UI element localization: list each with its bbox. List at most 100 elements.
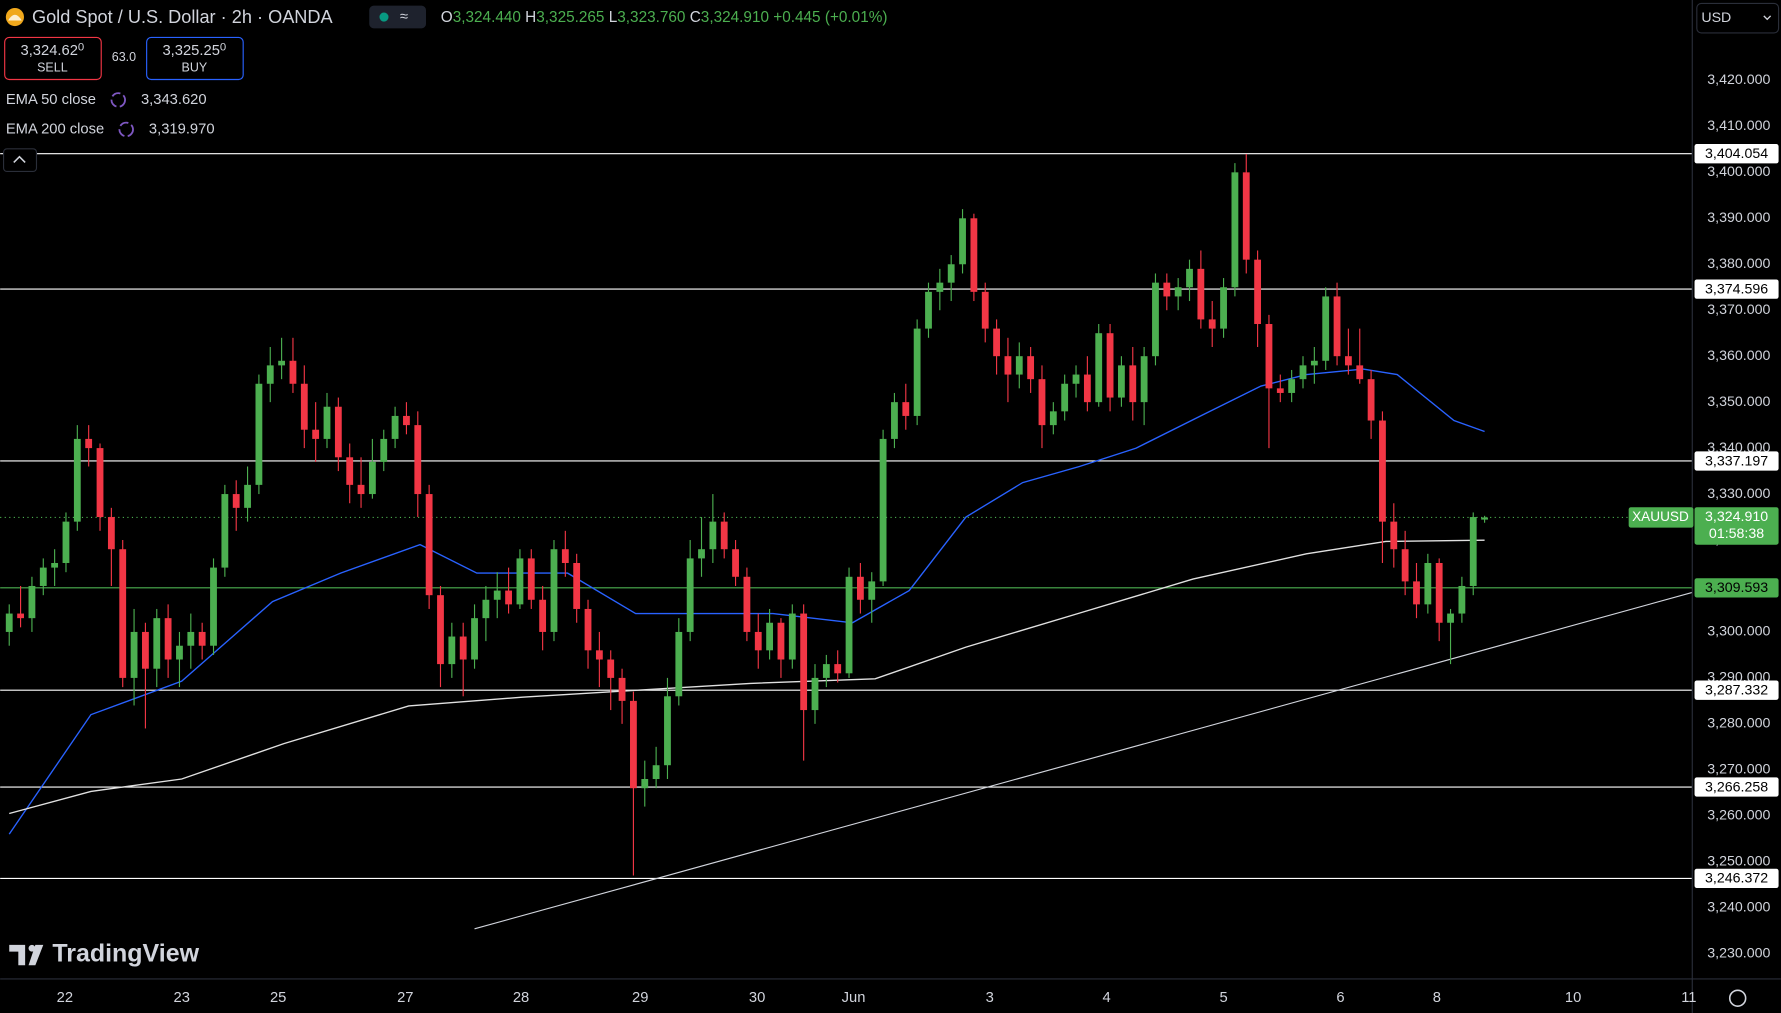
candle-body bbox=[550, 549, 558, 632]
quote-value: 3,324.910 bbox=[701, 9, 769, 26]
ema-legend-icon[interactable] bbox=[118, 121, 134, 138]
chart-title: Gold Spot / U.S. Dollar · 2h · OANDA bbox=[32, 7, 334, 27]
candle-body bbox=[845, 576, 853, 674]
y-tick-label: 3,330.000 bbox=[1707, 486, 1770, 502]
candle-body bbox=[368, 461, 376, 495]
candle-body bbox=[130, 631, 138, 678]
candle-body bbox=[959, 218, 966, 265]
sell-price-digit: 0 bbox=[78, 42, 84, 54]
candle-body bbox=[1072, 374, 1080, 384]
market-open-dot bbox=[379, 12, 389, 22]
candle-body bbox=[96, 448, 104, 518]
candle-body bbox=[879, 438, 887, 582]
level-label: 3,309.593 bbox=[1705, 580, 1768, 596]
y-tick-label: 3,260.000 bbox=[1707, 808, 1770, 824]
y-tick-label: 3,370.000 bbox=[1707, 302, 1770, 318]
y-tick-label: 3,250.000 bbox=[1707, 853, 1770, 869]
level-label-box bbox=[1694, 777, 1779, 797]
y-tick-label: 3,270.000 bbox=[1707, 762, 1770, 778]
candle-body bbox=[391, 415, 399, 439]
sell-price: 3,324.620 bbox=[21, 42, 85, 59]
buy-price-main: 3,325.25 bbox=[162, 43, 219, 59]
candle-body bbox=[1447, 613, 1454, 623]
ema-legend-name[interactable]: EMA 200 close bbox=[6, 121, 104, 137]
candle-body bbox=[902, 402, 910, 416]
ema-line bbox=[9, 539, 1485, 815]
candle-body bbox=[448, 636, 456, 665]
candle-body bbox=[720, 521, 728, 550]
y-tick-label: 3,380.000 bbox=[1707, 256, 1770, 272]
candle-body bbox=[437, 595, 444, 665]
quote-key: O bbox=[441, 9, 453, 26]
candle-body bbox=[811, 677, 819, 711]
candle-body bbox=[891, 402, 898, 439]
ema-line bbox=[8, 368, 1485, 835]
level-label-box bbox=[1694, 680, 1779, 700]
level-label: 3,246.372 bbox=[1705, 871, 1768, 887]
x-tick-label: 23 bbox=[174, 990, 190, 1006]
candle-body bbox=[868, 581, 876, 600]
x-tick-label: 27 bbox=[397, 990, 413, 1006]
currency-chevron bbox=[1763, 15, 1772, 21]
candle-body bbox=[925, 291, 932, 329]
candle-body bbox=[856, 576, 864, 600]
candle-body bbox=[1106, 333, 1114, 398]
level-label: 3,337.197 bbox=[1705, 453, 1768, 469]
sell-label: SELL bbox=[37, 60, 68, 74]
candle-body bbox=[1015, 356, 1023, 375]
candle-body bbox=[1390, 521, 1398, 550]
ema-legend-name[interactable]: EMA 50 close bbox=[6, 92, 96, 108]
candle-body bbox=[1231, 172, 1239, 288]
quote-key: H bbox=[525, 9, 536, 26]
ema-legend-value: 3,343.620 bbox=[141, 92, 207, 108]
spread: 63.0 bbox=[112, 50, 136, 64]
x-tick-label: 3 bbox=[986, 990, 994, 1006]
candle-body bbox=[414, 425, 422, 495]
candle-body bbox=[425, 494, 433, 596]
candle-body bbox=[1310, 360, 1318, 366]
candle-body bbox=[28, 585, 36, 619]
x-tick-label: Jun bbox=[842, 990, 866, 1006]
symbol-logo-mark bbox=[8, 14, 22, 21]
ema-legend-icon[interactable] bbox=[110, 92, 126, 108]
candle-body bbox=[675, 631, 683, 697]
y-tick-label: 3,410.000 bbox=[1707, 118, 1770, 134]
buy-button[interactable] bbox=[146, 36, 244, 81]
candle-body bbox=[232, 494, 240, 508]
candle-body bbox=[1265, 324, 1273, 389]
y-tick-label: 3,420.000 bbox=[1707, 72, 1770, 88]
currency-label: USD bbox=[1701, 10, 1731, 26]
trendline bbox=[474, 591, 1693, 930]
settings-button[interactable] bbox=[1728, 989, 1747, 1007]
candle-body bbox=[334, 406, 342, 458]
candle-body bbox=[459, 636, 467, 660]
candle-body bbox=[652, 765, 660, 780]
brand-name: TradingView bbox=[52, 940, 199, 968]
level-label-box bbox=[1694, 144, 1779, 164]
candle-body bbox=[187, 631, 195, 646]
candle-body bbox=[1276, 388, 1284, 393]
currency-select[interactable] bbox=[1696, 2, 1780, 34]
candle-body bbox=[62, 521, 70, 563]
candle-body bbox=[822, 664, 830, 678]
status-badge[interactable] bbox=[369, 5, 427, 29]
sell-button[interactable] bbox=[4, 36, 102, 81]
candle-body bbox=[1379, 420, 1386, 522]
level-label: 3,287.332 bbox=[1705, 682, 1768, 698]
collapse-icon bbox=[13, 155, 26, 163]
candle-body bbox=[947, 264, 955, 283]
candle-body bbox=[1299, 365, 1307, 380]
collapse-button[interactable] bbox=[2, 148, 38, 173]
candle-body bbox=[686, 558, 694, 632]
quote-change: +0.445 (+0.01%) bbox=[773, 9, 887, 26]
candle-body bbox=[142, 631, 149, 669]
x-tick-label: 4 bbox=[1103, 990, 1111, 1006]
candle-body bbox=[1140, 356, 1148, 403]
candle-body bbox=[834, 664, 842, 674]
candle-body bbox=[743, 576, 751, 632]
candle-body bbox=[482, 599, 490, 619]
sell-price-main: 3,324.62 bbox=[21, 43, 78, 59]
x-tick-label: 30 bbox=[749, 990, 765, 1006]
x-tick-label: 5 bbox=[1219, 990, 1227, 1006]
candle-body bbox=[664, 696, 671, 766]
